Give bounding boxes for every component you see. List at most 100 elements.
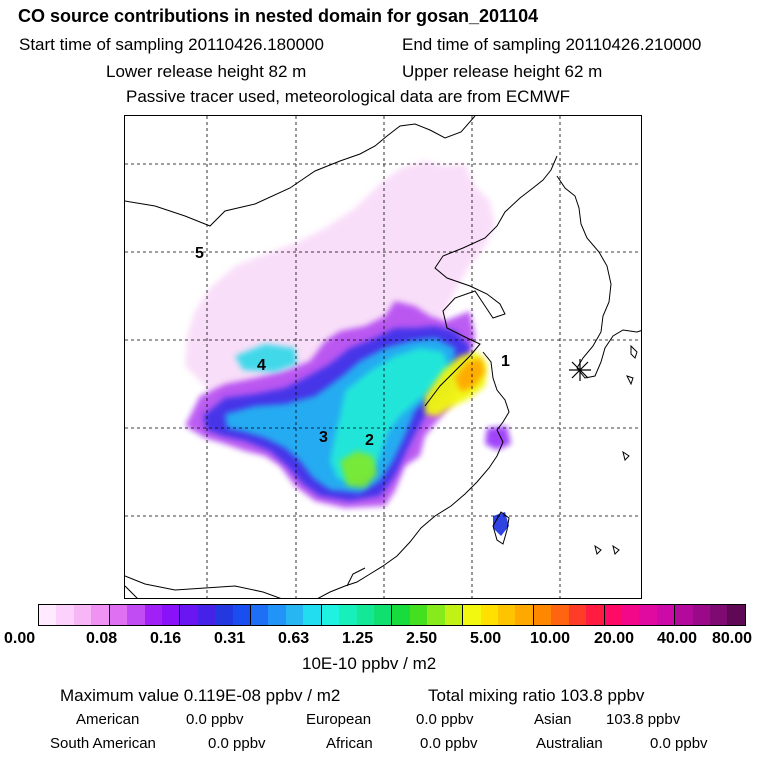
plume-cyan <box>330 348 450 484</box>
tracer-note: Passive tracer used, meteorological data… <box>126 87 571 106</box>
colorbar-swatch <box>39 605 57 625</box>
colorbar-swatch <box>339 605 357 625</box>
colorbar-swatch <box>639 605 657 625</box>
colorbar-swatch <box>320 605 340 625</box>
colorbar-swatch <box>674 605 693 625</box>
american-value: 0.0 ppbv <box>186 711 244 728</box>
colorbar-swatch <box>232 605 251 625</box>
colorbar-swatch <box>532 605 552 625</box>
colorbar-swatch <box>197 605 216 625</box>
australian-value: 0.0 ppbv <box>650 735 708 752</box>
coast-korea <box>556 175 641 379</box>
taiwan-island <box>492 511 510 545</box>
plume-cell-4 <box>235 344 297 372</box>
border-sw-corner <box>125 585 138 598</box>
plume-green <box>340 451 377 488</box>
colorbar-swatch <box>515 605 533 625</box>
asian-label: Asian <box>534 711 572 728</box>
receptor-star-icon <box>569 359 591 381</box>
tick-label: 20.00 <box>594 630 635 647</box>
region-label-4: 4 <box>257 357 266 374</box>
colorbar-swatch <box>108 605 128 625</box>
colorbar-swatch <box>727 605 745 625</box>
coast-east-china <box>317 351 510 598</box>
south-american-label: South American <box>50 735 156 752</box>
coastlines <box>125 116 641 598</box>
colorbar-swatch <box>161 605 180 625</box>
plume-orange <box>455 358 485 392</box>
colorbar-swatch <box>497 605 516 625</box>
island-3 <box>594 544 602 555</box>
tick-label: 40.00 <box>657 630 698 647</box>
island-4 <box>612 544 620 555</box>
colorbar <box>38 604 746 626</box>
region-label-5: 5 <box>195 245 204 262</box>
colorbar-swatch <box>250 605 269 625</box>
colorbar-swatch <box>480 605 498 625</box>
region-label-1: 1 <box>501 353 510 370</box>
map-svg: 1 2 3 4 5 <box>125 116 641 598</box>
border-south-west <box>125 575 281 598</box>
plume-coastal <box>485 426 511 450</box>
island-1 <box>626 375 634 386</box>
colorbar-swatch <box>551 605 569 625</box>
colorbar-swatch <box>710 605 728 625</box>
colorbar-swatch <box>73 605 92 625</box>
american-label: American <box>76 711 140 728</box>
colorbar-swatch <box>462 605 481 625</box>
upper-release-height: Upper release height 62 m <box>402 62 603 81</box>
european-label: European <box>306 711 372 728</box>
tick-label: 0.00 <box>4 630 36 647</box>
south-american-value: 0.0 ppbv <box>208 735 266 752</box>
tick-label: 0.31 <box>214 630 246 647</box>
colorbar-swatch <box>603 605 622 625</box>
tick-label: 5.00 <box>470 630 502 647</box>
border-north <box>125 116 476 227</box>
colorbar-swatch <box>127 605 145 625</box>
colorbar-swatch <box>586 605 604 625</box>
colorbar-swatch <box>268 605 286 625</box>
island-2 <box>622 450 630 461</box>
colorbar-swatch <box>356 605 375 625</box>
colorbar-swatch <box>656 605 675 625</box>
tick-label: 0.08 <box>86 630 118 647</box>
region-label-3: 3 <box>319 429 328 446</box>
colorbar-swatch <box>56 605 74 625</box>
concentration-plume <box>185 161 511 536</box>
colorbar-swatch <box>409 605 428 625</box>
tick-label: 0.16 <box>150 630 182 647</box>
map-panel: 1 2 3 4 5 <box>124 115 642 599</box>
colorbar-swatch <box>91 605 109 625</box>
african-value: 0.0 ppbv <box>420 735 478 752</box>
region-labels: 1 2 3 4 5 <box>195 245 510 449</box>
total-mixing-ratio: Total mixing ratio 103.8 ppbv <box>428 686 645 705</box>
tick-label: 10.00 <box>530 630 571 647</box>
colorbar-swatch <box>568 605 587 625</box>
region-label-2: 2 <box>365 432 374 449</box>
end-time: End time of sampling 20110426.210000 <box>402 35 702 54</box>
coast-bohai <box>424 155 558 407</box>
colorbar-swatch <box>144 605 162 625</box>
tick-label: 0.63 <box>278 630 310 647</box>
australian-label: Australian <box>536 735 603 752</box>
jeju <box>630 344 638 359</box>
colorbar-swatch <box>444 605 463 625</box>
tick-label: 1.25 <box>342 630 374 647</box>
plot-title: CO source contributions in nested domain… <box>18 6 539 26</box>
graticule <box>125 116 641 598</box>
european-value: 0.0 ppbv <box>416 711 474 728</box>
asian-value: 103.8 ppbv <box>606 711 681 728</box>
colorbar-swatch <box>179 605 198 625</box>
colorbar-swatch <box>427 605 445 625</box>
colorbar-swatch <box>692 605 711 625</box>
colorbar-swatch <box>215 605 233 625</box>
colorbar-unit: 10E-10 ppbv / m2 <box>302 654 437 673</box>
colorbar-swatch <box>621 605 640 625</box>
lower-release-height: Lower release height 82 m <box>106 62 307 81</box>
colorbar-swatch <box>285 605 304 625</box>
colorbar-swatch <box>303 605 321 625</box>
border-south <box>346 567 366 587</box>
start-time: Start time of sampling 20110426.180000 <box>19 35 324 54</box>
tick-label: 2.50 <box>406 630 438 647</box>
african-label: African <box>326 735 373 752</box>
